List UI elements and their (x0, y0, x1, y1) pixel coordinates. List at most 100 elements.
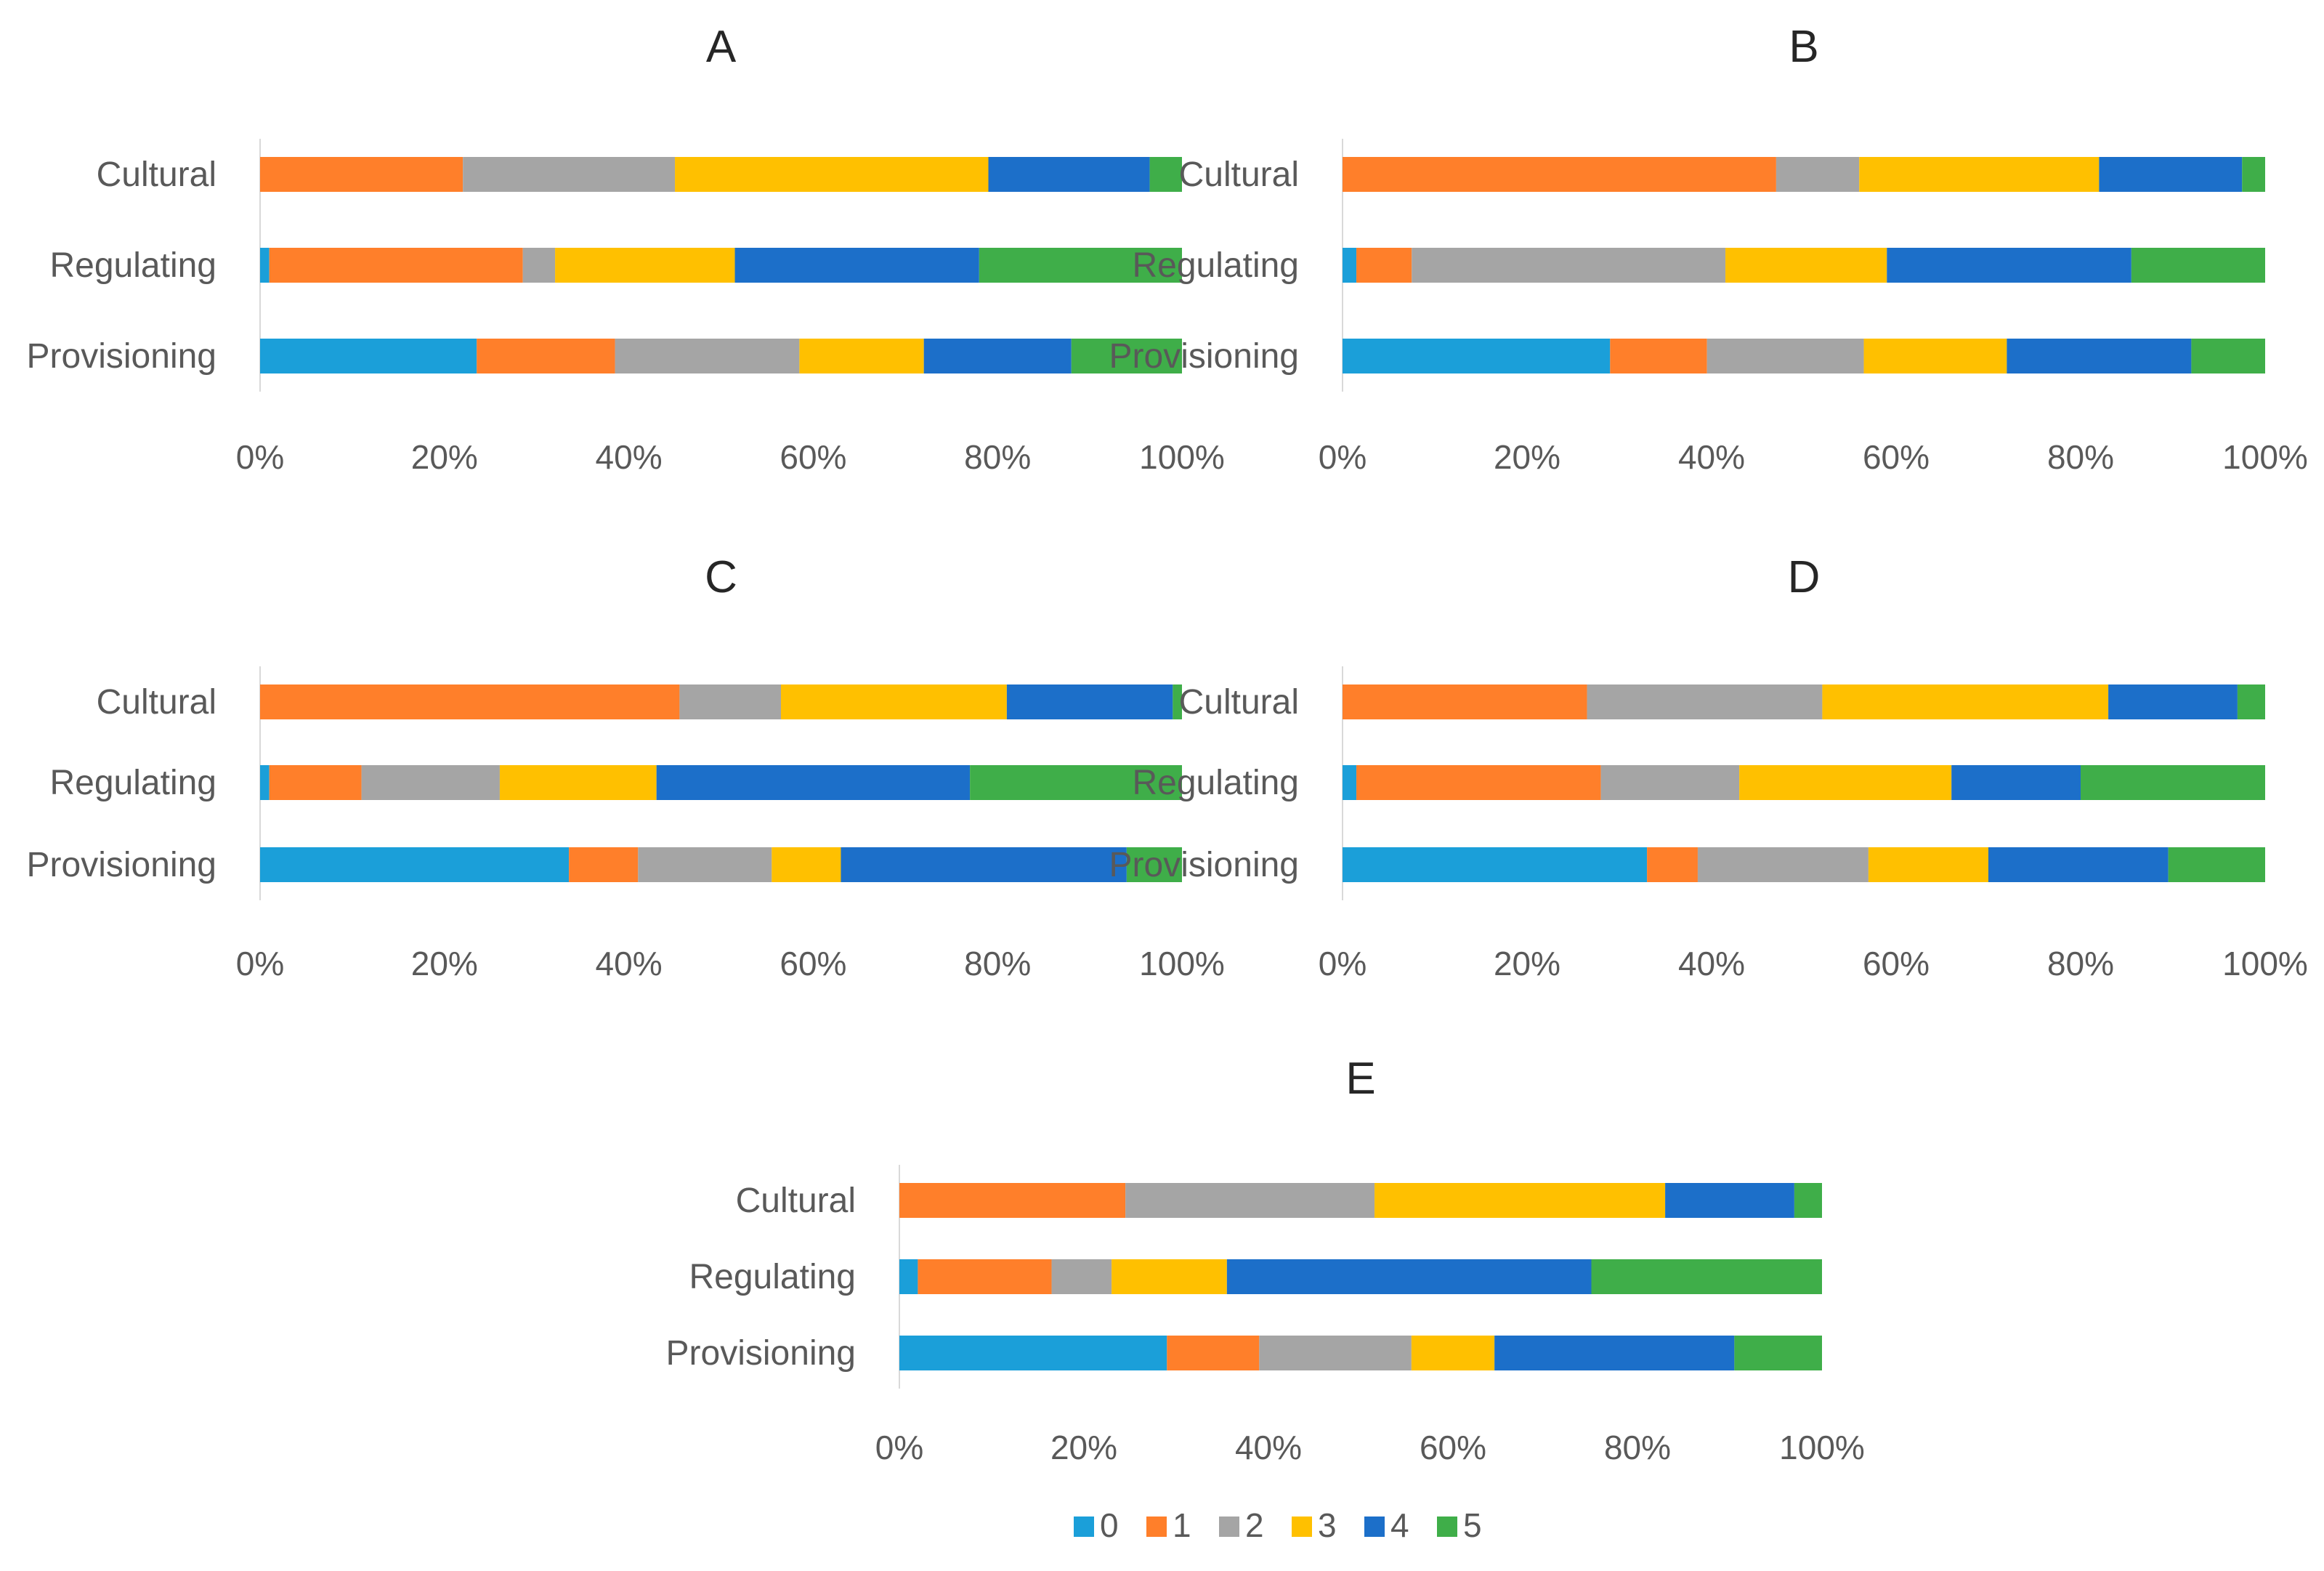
x-tick-label: 100% (2222, 945, 2308, 982)
bar-segment-cultural-3 (1859, 157, 2100, 192)
x-tick-label: 60% (1863, 945, 1930, 982)
bar-segment-regulating-4 (1951, 765, 2081, 800)
x-tick-label: 100% (1779, 1429, 1865, 1466)
legend-swatch-3 (1292, 1517, 1312, 1537)
bar-segment-cultural-2 (1587, 684, 1823, 719)
x-tick-label: 20% (1494, 945, 1560, 982)
legend-swatch-4 (1364, 1517, 1385, 1537)
x-tick-label: 20% (411, 438, 478, 476)
bar-segment-regulating-0 (1343, 765, 1357, 800)
x-tick-label: 40% (1678, 438, 1745, 476)
bar-segment-provisioning-5 (1071, 339, 1182, 373)
bar-segment-provisioning-0 (260, 339, 477, 373)
category-label: Cultural (97, 156, 216, 194)
bar-segment-provisioning-0 (1343, 847, 1648, 882)
bar-segment-provisioning-3 (1868, 847, 1988, 882)
bar-segment-provisioning-3 (1863, 339, 2007, 373)
x-tick-label: 20% (1494, 438, 1560, 476)
x-tick-label: 80% (2047, 945, 2114, 982)
bar-segment-regulating-5 (979, 248, 1182, 283)
bar-segment-provisioning-2 (1706, 339, 1864, 373)
bar-segment-cultural-5 (1794, 1183, 1822, 1218)
bar-segment-regulating-0 (260, 765, 270, 800)
bar-segment-cultural-1 (260, 684, 680, 719)
bar-segment-regulating-5 (970, 765, 1182, 800)
bar-segment-cultural-3 (1374, 1183, 1666, 1218)
legend-label-2: 2 (1245, 1506, 1264, 1544)
x-tick-label: 40% (1235, 1429, 1302, 1466)
panel-title: A (706, 22, 737, 72)
category-label: Cultural (1179, 156, 1299, 194)
panel-title: B (1789, 22, 1818, 72)
legend-label-0: 0 (1100, 1506, 1119, 1544)
bar-segment-provisioning-2 (1259, 1336, 1412, 1370)
bar-segment-regulating-0 (1343, 248, 1357, 283)
legend-swatch-0 (1074, 1517, 1094, 1537)
x-tick-label: 60% (780, 945, 846, 982)
panel-title: D (1788, 552, 1821, 602)
bar-segment-provisioning-5 (2168, 847, 2265, 882)
category-label: Provisioning (1109, 846, 1299, 884)
category-label: Cultural (1179, 683, 1299, 722)
bar-segment-cultural-1 (260, 157, 463, 192)
x-tick-label: 0% (875, 1429, 923, 1466)
bar-segment-regulating-2 (361, 765, 500, 800)
legend-swatch-5 (1437, 1517, 1457, 1537)
bar-segment-cultural-4 (988, 157, 1150, 192)
x-tick-label: 60% (780, 438, 846, 476)
x-tick-label: 40% (596, 438, 663, 476)
bar-segment-provisioning-4 (841, 847, 1127, 882)
bar-segment-regulating-2 (1051, 1259, 1112, 1294)
bar-segment-regulating-2 (1412, 248, 1726, 283)
bar-segment-cultural-2 (679, 684, 781, 719)
bar-segment-cultural-5 (2237, 684, 2265, 719)
bar-segment-regulating-5 (1591, 1259, 1822, 1294)
bar-segment-provisioning-4 (923, 339, 1072, 373)
bar-segment-provisioning-1 (1167, 1336, 1260, 1370)
bar-segment-regulating-1 (1356, 765, 1601, 800)
bar-segment-provisioning-0 (260, 847, 570, 882)
bar-segment-cultural-4 (2108, 684, 2238, 719)
x-tick-label: 100% (1139, 438, 1225, 476)
bar-segment-regulating-2 (522, 248, 556, 283)
x-tick-label: 40% (1678, 945, 1745, 982)
bar-segment-provisioning-3 (799, 339, 924, 373)
x-tick-label: 80% (2047, 438, 2114, 476)
bar-segment-cultural-1 (1343, 684, 1587, 719)
legend: 0 1 2 3 4 5 (1074, 1506, 1482, 1544)
bar-segment-regulating-3 (555, 248, 735, 283)
bar-segment-provisioning-2 (638, 847, 772, 882)
x-tick-label: 80% (964, 945, 1031, 982)
bar-segment-regulating-1 (269, 248, 523, 283)
bar-segment-cultural-1 (1343, 157, 1776, 192)
panel-title: C (705, 552, 737, 602)
chart-panel-e: E Cultural Regulating Provisioning 0% 20% 40% 6… (666, 1054, 1865, 1466)
category-label: Regulating (689, 1258, 857, 1296)
bar-segment-cultural-3 (780, 684, 1007, 719)
bar-segment-cultural-3 (675, 157, 989, 192)
x-tick-label: 80% (1604, 1429, 1671, 1466)
category-label: Provisioning (27, 846, 216, 884)
bar-segment-provisioning-0 (1343, 339, 1611, 373)
legend-label-3: 3 (1318, 1506, 1337, 1544)
x-tick-label: 100% (2222, 438, 2308, 476)
bar-segment-regulating-3 (1739, 765, 1952, 800)
x-tick-label: 0% (1319, 945, 1367, 982)
x-tick-label: 0% (1319, 438, 1367, 476)
x-tick-label: 0% (236, 438, 284, 476)
chart-panel-c: C Cultural Regulating Provisioning 0% 20% 40% 6… (27, 552, 1225, 982)
x-tick-label: 0% (236, 945, 284, 982)
bar-segment-provisioning-4 (1494, 1336, 1735, 1370)
bar-segment-cultural-2 (463, 157, 676, 192)
bar-segment-regulating-5 (2081, 765, 2265, 800)
category-label: Regulating (50, 246, 217, 285)
legend-label-1: 1 (1173, 1506, 1191, 1544)
bar-segment-provisioning-3 (1411, 1336, 1495, 1370)
bar-segment-regulating-4 (734, 248, 979, 283)
bar-segment-provisioning-1 (1647, 847, 1698, 882)
bar-segment-cultural-4 (2099, 157, 2243, 192)
legend-swatch-1 (1146, 1517, 1167, 1537)
legend-label-4: 4 (1390, 1506, 1409, 1544)
x-tick-label: 40% (596, 945, 663, 982)
